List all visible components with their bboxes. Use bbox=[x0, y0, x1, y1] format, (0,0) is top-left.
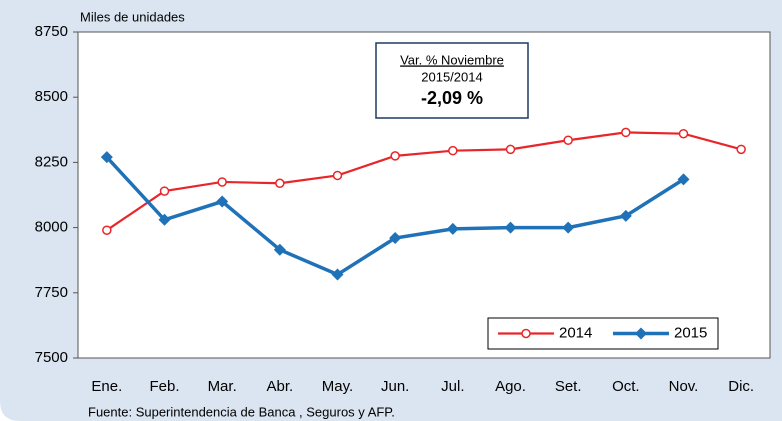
marker bbox=[677, 173, 690, 186]
y-tick-label: 7750 bbox=[35, 284, 68, 301]
x-tick-label: Oct. bbox=[612, 378, 640, 395]
marker bbox=[275, 178, 285, 189]
marker bbox=[216, 195, 229, 208]
x-tick-label: Ago. bbox=[495, 378, 526, 395]
y-tick-label: 7500 bbox=[35, 349, 68, 366]
y-tick-label: 8750 bbox=[35, 23, 68, 40]
marker bbox=[562, 221, 575, 234]
plot-area bbox=[77, 31, 771, 359]
x-tick-label: Jun. bbox=[381, 378, 409, 395]
source: Fuente: Superintendencia de Banca , Segu… bbox=[88, 404, 395, 419]
legend-label: 2015 bbox=[674, 324, 707, 341]
marker bbox=[505, 144, 516, 155]
marker bbox=[621, 127, 631, 138]
x-tick-label: May. bbox=[322, 378, 353, 395]
y-tick-label: 8250 bbox=[35, 153, 68, 170]
annotation-box bbox=[375, 42, 529, 119]
legend-marker bbox=[635, 327, 647, 340]
marker bbox=[446, 222, 459, 235]
annotation-value: -2,09 % bbox=[421, 88, 483, 108]
marker bbox=[678, 128, 689, 139]
y-tick-label: 8500 bbox=[35, 88, 68, 105]
marker bbox=[619, 209, 632, 222]
marker bbox=[217, 177, 227, 187]
x-tick-label: Ene. bbox=[91, 378, 122, 395]
legend-marker bbox=[521, 328, 531, 339]
marker bbox=[504, 221, 517, 234]
marker bbox=[389, 232, 402, 245]
x-tick-label: Jul. bbox=[441, 378, 464, 395]
x-tick-label: Abr. bbox=[266, 378, 293, 395]
marker bbox=[158, 213, 171, 226]
marker bbox=[159, 186, 170, 196]
x-tick-label: Dic. bbox=[728, 378, 754, 395]
marker bbox=[390, 151, 400, 161]
x-tick-label: Mar. bbox=[208, 378, 237, 395]
x-tick-label: Nov. bbox=[669, 378, 699, 395]
x-tick-label: Set. bbox=[555, 378, 582, 395]
y-tick-label: 8000 bbox=[35, 219, 68, 236]
marker bbox=[448, 145, 458, 156]
legend-label: 2014 bbox=[559, 324, 592, 341]
y-axis-label: Miles de unidades bbox=[80, 9, 185, 24]
marker bbox=[331, 268, 344, 281]
marker bbox=[273, 243, 286, 256]
series-line bbox=[106, 131, 742, 232]
marker bbox=[102, 225, 112, 235]
annotation-title: Var. % Noviembre bbox=[400, 52, 504, 67]
marker bbox=[736, 144, 746, 155]
marker bbox=[563, 135, 573, 145]
marker bbox=[332, 170, 343, 181]
x-tick-label: Feb. bbox=[149, 378, 179, 395]
marker bbox=[100, 151, 113, 164]
annotation-subtitle: 2015/2014 bbox=[421, 69, 482, 84]
